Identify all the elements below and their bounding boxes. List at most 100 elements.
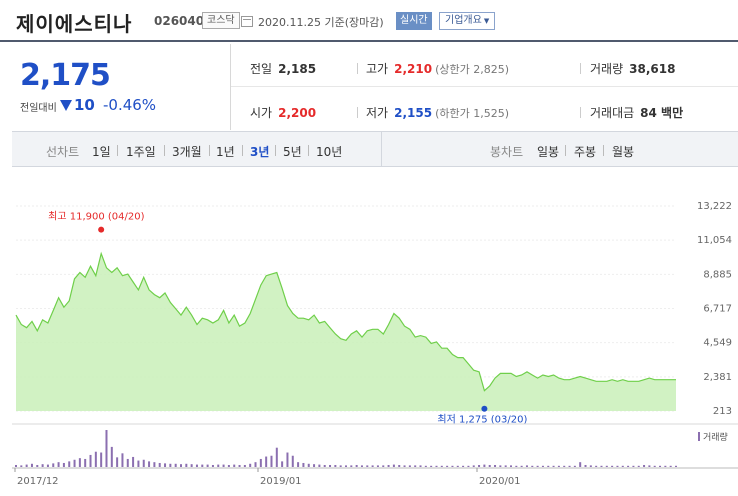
volume-bar: [110, 446, 113, 467]
volume-bar: [121, 453, 124, 467]
volume-bar: [169, 463, 172, 467]
price-chart-svg: 13,222 11,054 8,885 6,717 4,549 2,381 213 최고 1…: [12, 201, 738, 487]
volume-bar: [89, 454, 92, 467]
volume-bar: [573, 465, 576, 467]
volume-bar: [142, 459, 145, 467]
y-axis-ticks: 13,222 11,054 8,885 6,717 4,549 2,381 213: [697, 201, 732, 417]
volume-bar: [355, 464, 358, 467]
volume-bar: [643, 464, 646, 467]
volume-bar: [456, 465, 459, 467]
volume-bar: [238, 464, 241, 467]
y-tick-label: 11,054: [697, 235, 732, 246]
volume-bar: [275, 447, 278, 467]
stat-volume: 거래량 38,618: [590, 60, 675, 77]
volume-bar: [376, 465, 379, 467]
down-triangle-icon: [60, 100, 72, 111]
price-summary: 2,175 전일대비 10 -0.46%: [12, 46, 230, 130]
separator: [308, 145, 309, 156]
tab-monthly[interactable]: 월봉: [612, 145, 635, 159]
stock-header: 제이에스티나 026040 코스닥 2020.11.25 기준(장마감) 실시간…: [0, 0, 738, 42]
divider: [230, 44, 231, 130]
calendar-icon: [241, 16, 253, 27]
y-tick-label: 2,381: [703, 372, 732, 383]
high-marker: [98, 226, 105, 233]
y-tick-label: 8,885: [703, 269, 732, 280]
tab-5y[interactable]: 5년: [283, 145, 302, 159]
volume-bar: [424, 465, 427, 467]
volume-bar: [201, 464, 204, 467]
volume-bar: [73, 459, 76, 467]
volume-bar: [584, 464, 587, 467]
tab-1y[interactable]: 1년: [216, 145, 235, 159]
separator: [603, 145, 604, 156]
volume-bar: [195, 464, 198, 467]
volume-bar: [270, 455, 273, 467]
volume-bar: [20, 465, 23, 467]
tab-daily[interactable]: 일봉: [537, 145, 560, 159]
stat-prev-close: 전일 2,185: [250, 60, 316, 77]
volume-bar: [568, 465, 571, 467]
volume-bar: [291, 455, 294, 467]
volume-bar: [259, 458, 262, 467]
stat-value: 38,618: [629, 62, 676, 76]
company-overview-dropdown[interactable]: 기업개요 ▼: [439, 12, 496, 30]
volume-bar: [206, 464, 209, 467]
volume-bar: [233, 464, 236, 467]
realtime-button[interactable]: 실시간: [396, 12, 432, 30]
tab-10y[interactable]: 10년: [316, 145, 343, 159]
separator: [209, 145, 210, 156]
volume-bar: [116, 457, 119, 467]
stat-value: 2,185: [278, 62, 317, 76]
tab-3y[interactable]: 3년: [250, 145, 270, 159]
volume-bar: [403, 465, 406, 467]
volume-bar: [408, 465, 411, 467]
tab-3m[interactable]: 3개월: [172, 145, 202, 159]
volume-bar: [557, 465, 560, 467]
volume-bar: [313, 464, 316, 467]
volume-bar: [520, 465, 523, 467]
company-name: 제이에스티나: [16, 12, 133, 36]
volume-bar: [46, 464, 49, 467]
volume-bar: [15, 464, 17, 467]
volume-bar: [435, 465, 438, 467]
stock-code: 026040: [154, 14, 205, 28]
volume-bar: [525, 465, 528, 467]
volume-bar: [669, 465, 672, 467]
y-tick-label: 213: [713, 406, 732, 417]
volume-bar: [398, 464, 401, 467]
stat-amount: 거래대금 84 백만: [590, 104, 683, 121]
volume-bar: [243, 464, 246, 467]
stat-label: 저가: [366, 106, 389, 120]
volume-bar: [249, 463, 252, 467]
volume-bar: [510, 465, 512, 467]
tab-1w[interactable]: 1주일: [126, 145, 156, 159]
separator: [580, 63, 581, 74]
volume-bar: [595, 465, 598, 467]
volume-bar: [579, 462, 582, 467]
tab-1d[interactable]: 1일: [92, 145, 111, 159]
x-axis-ticks: 2017/12 2019/01 2020/01: [14, 468, 521, 487]
volume-bar: [190, 464, 193, 467]
lower-limit: (하한가 1,525): [435, 107, 509, 120]
volume-bar: [345, 465, 347, 467]
volume-bar: [227, 464, 230, 467]
change-label: 전일대비: [20, 103, 57, 114]
volume-bar: [664, 465, 667, 467]
volume-bar: [494, 464, 497, 467]
stat-value: 2,200: [278, 106, 317, 120]
volume-bar: [648, 465, 651, 467]
volume-bar: [478, 464, 481, 467]
volume-bar: [414, 465, 417, 467]
volume-bar: [659, 465, 662, 467]
x-tick-label: 2019/01: [260, 476, 302, 487]
volume-bar: [164, 463, 167, 467]
stat-label: 거래량: [590, 62, 624, 76]
volume-bar: [297, 462, 300, 467]
volume-bar: [185, 463, 188, 467]
high-annotation: 최고 11,900 (04/20): [48, 211, 144, 223]
stat-high: 고가 2,210 (상한가 2,825): [366, 60, 509, 77]
volume-bar: [488, 464, 491, 467]
volume-bar: [653, 465, 656, 467]
volume-bar: [339, 465, 342, 467]
tab-weekly[interactable]: 주봉: [574, 145, 597, 159]
